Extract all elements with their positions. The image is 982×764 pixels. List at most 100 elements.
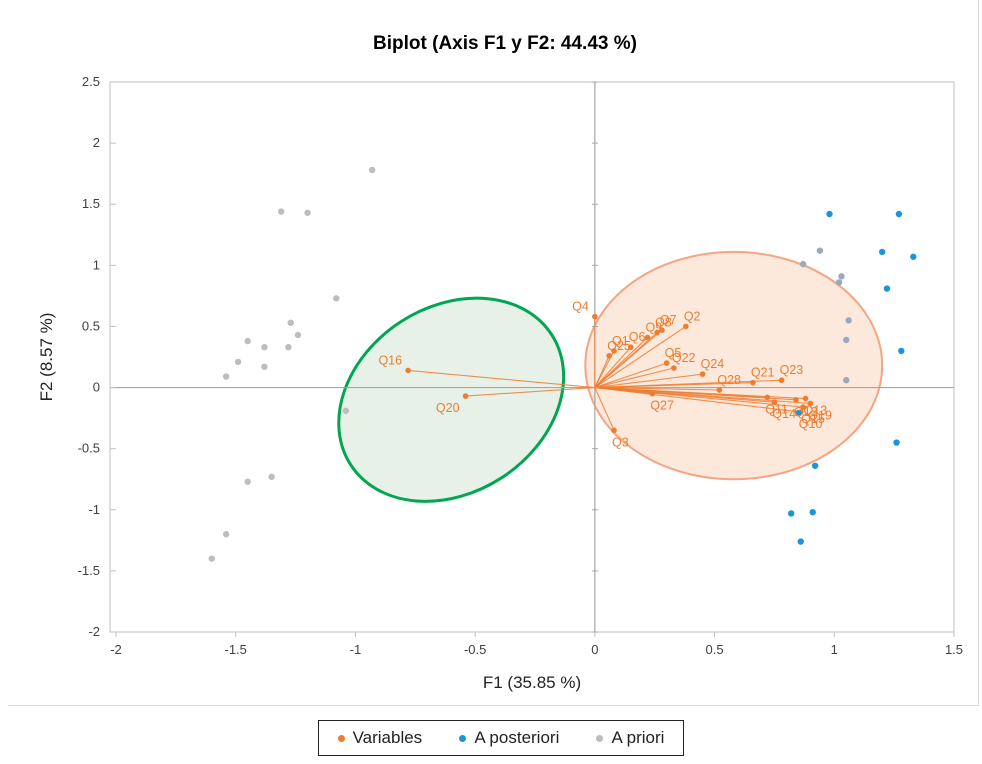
variable-point-q15 (800, 404, 806, 410)
chart-frame (8, 0, 979, 706)
a-posteriori-point (795, 410, 802, 417)
variable-vectors-layer (405, 313, 814, 434)
chart-title: Biplot (Axis F1 y F2: 44.43 %) (373, 33, 637, 54)
variable-point-q25 (606, 352, 613, 359)
variable-vector-q25 (594, 355, 610, 388)
a-priori-point (287, 319, 294, 326)
variable-label-q6: Q6 (629, 330, 646, 344)
variable-label-q10: Q10 (799, 417, 823, 431)
a-priori-point (342, 407, 350, 414)
variable-point-q23 (778, 377, 785, 384)
x-tick-label: 0.5 (706, 642, 724, 657)
variable-vector-q3 (594, 387, 615, 431)
variable-point-q4 (592, 313, 598, 320)
variable-point-q22 (671, 365, 677, 371)
variable-point-q6 (627, 344, 634, 351)
variable-point-q5 (663, 360, 670, 366)
variable-label-q20: Q20 (436, 401, 460, 415)
variable-point-q24 (699, 371, 706, 377)
a-priori-point (799, 260, 807, 268)
legend-marker-a-priori (596, 734, 604, 742)
legend-item-a-posteriori: A posteriori (459, 728, 559, 748)
legend-marker-variables (337, 734, 345, 742)
variable-point-q28 (716, 387, 723, 393)
variable-point-q1 (611, 348, 617, 354)
a-priori-point (208, 555, 215, 562)
x-tick-label: -1 (350, 642, 362, 657)
variable-point-q8 (654, 329, 660, 336)
ellipses-layer (337, 250, 884, 503)
a-priori-point (222, 531, 230, 538)
a-priori-point (222, 373, 230, 380)
variable-label-q4: Q4 (572, 300, 589, 314)
a-posteriori-point (893, 439, 900, 446)
variable-label-q9: Q9 (646, 320, 663, 334)
a-priori-point (285, 344, 292, 351)
a-priori-point (845, 317, 852, 324)
variable-vector-q22 (594, 367, 675, 389)
a-priori-point (304, 209, 311, 216)
confidence-ellipse-orange (584, 250, 884, 481)
legend-label-variables: Variables (352, 728, 423, 747)
x-tick-label: 0 (591, 642, 598, 657)
x-tick-label: -0.5 (464, 642, 486, 657)
variable-label-q11: Q11 (765, 402, 788, 416)
variable-point-q2 (683, 323, 689, 330)
variable-label-q19: Q19 (808, 408, 832, 422)
variable-vector-q6 (594, 346, 632, 388)
a-priori-point (843, 336, 850, 344)
a-posteriori-point (797, 538, 804, 545)
variable-point-q21 (750, 379, 756, 386)
y-tick-label: -1 (88, 502, 100, 517)
a-priori-point (261, 363, 268, 370)
a-posteriori-point (811, 462, 819, 469)
x-axis-label: F1 (35.85 %) (483, 673, 581, 692)
variable-label-q24: Q24 (701, 357, 725, 371)
variable-point-q13 (802, 395, 809, 402)
a-priori-point (843, 377, 850, 384)
legend-item-variables: Variables (337, 728, 423, 748)
variable-label-q16: Q16 (378, 353, 402, 367)
a-priori-point (268, 473, 275, 480)
legend-marker-a-posteriori (459, 734, 467, 742)
a-posteriori-point (809, 509, 816, 516)
a-posteriori-point (883, 285, 891, 292)
variable-vector-q9 (594, 337, 648, 388)
variable-label-q28: Q28 (717, 373, 741, 387)
y-tick-label: 1 (93, 257, 100, 272)
a-posteriori-point (878, 248, 886, 256)
variable-label-q2: Q2 (684, 309, 701, 323)
a-priori-point (368, 166, 376, 174)
variable-label-q15: Q15 (801, 412, 825, 426)
variable-vector-q23 (594, 379, 782, 389)
y-tick-label: 0.5 (82, 318, 100, 333)
variable-vector-q13 (594, 387, 806, 400)
variable-label-q1: Q1 (612, 334, 629, 348)
variable-vector-q28 (594, 387, 720, 391)
variable-vector-q20 (465, 387, 595, 397)
variable-point-q3 (611, 427, 617, 434)
variable-point-q11 (764, 394, 771, 401)
y-tick-label: 2.5 (82, 74, 100, 89)
a-posteriori-point (826, 210, 833, 218)
variable-label-q3: Q3 (612, 435, 629, 449)
a-priori-point (244, 337, 251, 345)
confidence-ellipse-green (337, 296, 566, 503)
a-priori-point (333, 295, 340, 302)
a-posteriori-point (787, 510, 795, 517)
variable-label-q13: Q13 (804, 404, 828, 418)
legend-item-a-priori: A priori (596, 728, 664, 748)
points-layer (208, 166, 917, 562)
y-tick-label: 2 (93, 135, 100, 150)
a-priori-point (234, 358, 242, 366)
y-tick-label: 0 (93, 380, 100, 395)
chart-legend: Variables A posteriori A priori (318, 720, 684, 756)
a-priori-point (244, 478, 251, 485)
variable-label-q7: Q7 (660, 313, 677, 327)
variable-point-q19 (807, 400, 814, 407)
variable-label-q25: Q25 (607, 339, 631, 353)
a-posteriori-point (895, 210, 903, 218)
variable-vector-q24 (594, 373, 703, 389)
y-tick-label: 1.5 (82, 196, 100, 211)
